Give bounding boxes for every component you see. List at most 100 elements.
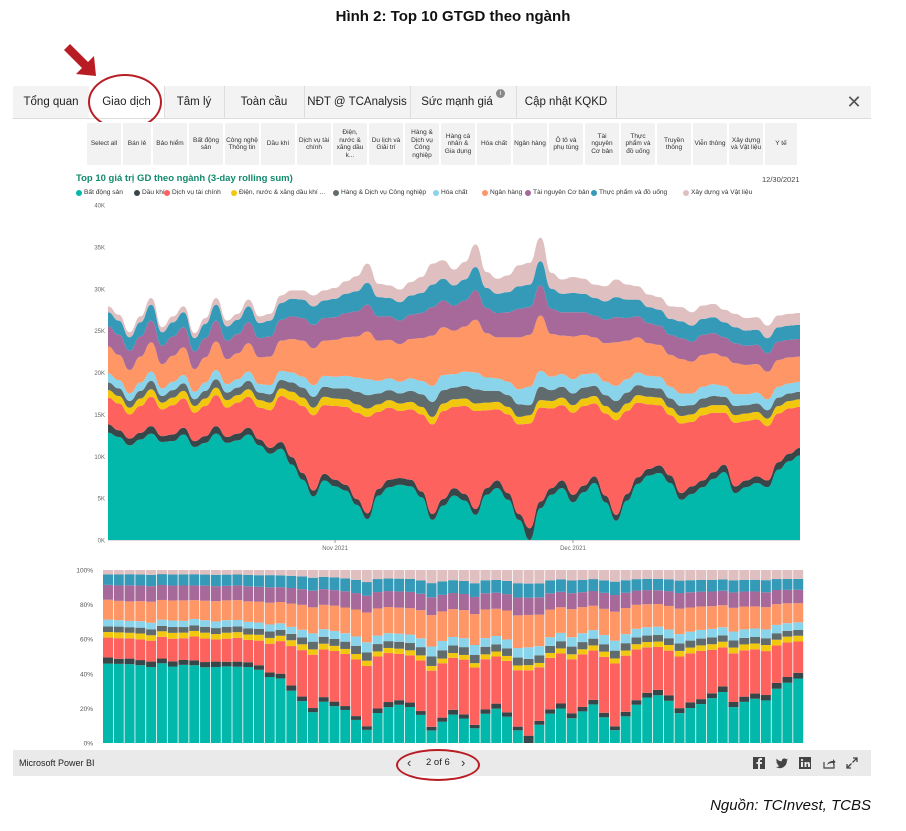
legend-dot-icon <box>683 189 689 196</box>
tab-cap-nhat-kqkd[interactable]: Cập nhật KQKD <box>516 86 617 118</box>
slicer-item[interactable]: Thực phẩm và đồ uống <box>620 122 656 166</box>
stacked-bar-segment <box>793 578 804 590</box>
facebook-icon[interactable] <box>752 756 766 770</box>
stacked-bar-segment <box>113 632 124 639</box>
stacked-bar-segment <box>156 631 167 637</box>
tab-ndt-tcanalysis[interactable]: NĐT @ TCAnalysis <box>304 86 411 118</box>
stacked-bar-segment <box>232 585 243 601</box>
stacked-bar-segment <box>653 626 663 636</box>
stacked-bar-segment <box>631 579 642 591</box>
stacked-bar-segment <box>232 619 243 627</box>
stacked-bar-segment <box>232 574 243 586</box>
stacked-bar-segment <box>340 653 351 707</box>
stacked-bar-segment <box>351 716 362 720</box>
stacked-bar-segment <box>728 570 739 581</box>
stacked-bar-segment <box>706 693 717 699</box>
stacked-bar-segment <box>717 579 728 591</box>
twitter-icon[interactable] <box>775 756 789 770</box>
stacked-bar-segment <box>264 602 275 625</box>
stacked-bar-segment <box>663 570 674 580</box>
slicer-item[interactable]: Hàng cá nhân & Gia dụng <box>440 122 476 166</box>
slicer-item[interactable]: Bán lẻ <box>122 122 152 166</box>
stacked-bar-segment <box>599 656 610 713</box>
legend-item[interactable]: Xây dựng và Vật liệu <box>683 189 752 196</box>
slicer-item[interactable]: Ngân hàng <box>512 122 548 166</box>
share-icon[interactable] <box>822 756 836 770</box>
slicer-item[interactable]: Xây dựng và Vật liệu <box>728 122 764 166</box>
slicer-item[interactable]: Tài nguyên Cơ bản <box>584 122 620 166</box>
slicer-item[interactable]: Truyền thông <box>656 122 692 166</box>
legend-item[interactable]: Bất động sản <box>76 189 123 196</box>
stacked-bar-segment <box>200 570 211 575</box>
stacked-bar-segment <box>404 578 415 592</box>
slicer-item[interactable]: Điện, nước & xăng dầu k... <box>332 122 368 166</box>
slicer-item[interactable]: Viễn thông <box>692 122 728 166</box>
stacked-bar-segment <box>286 690 297 743</box>
legend-item[interactable]: Ngân hàng <box>482 189 522 196</box>
linkedin-icon[interactable] <box>798 756 812 770</box>
stacked-bar-segment <box>706 579 717 592</box>
slicer-item[interactable]: Hàng & Dịch vụ Công nghiệp <box>404 122 440 166</box>
legend-item[interactable]: Tài nguyên Cơ bản <box>525 189 589 196</box>
stacked-bar-segment <box>631 590 642 605</box>
tab-giao-dich[interactable]: Giao dịch <box>89 86 165 118</box>
legend-item[interactable]: Thực phẩm và đồ uống <box>591 189 667 196</box>
stacked-bar-segment <box>351 659 362 717</box>
stacked-bar-segment <box>793 570 804 579</box>
stacked-bar-segment <box>771 639 782 646</box>
stacked-bar-segment <box>394 700 405 705</box>
stacked-bar-segment <box>146 640 157 662</box>
legend-item[interactable]: Hóa chất <box>433 189 467 196</box>
stacked-bar-segment <box>286 570 297 576</box>
area-series <box>108 395 800 529</box>
expand-icon[interactable] <box>845 756 859 770</box>
stacked-bar-segment <box>760 629 771 639</box>
legend-item[interactable]: Dịch vụ tài chính <box>164 189 221 196</box>
slicer-item[interactable]: Bất động sản <box>188 122 224 166</box>
stacked-bar-segment <box>275 570 286 576</box>
stacked-bar-segment <box>491 656 502 704</box>
slicer-item[interactable]: Select all <box>86 122 122 166</box>
tab-bar: Tổng quan Giao dịch Tâm lý Toàn cầu NĐT … <box>13 86 871 119</box>
stacked-bar-segment <box>566 718 577 743</box>
slicer-item[interactable]: Ô tô và phụ tùng <box>548 122 584 166</box>
stacked-bar-segment <box>318 697 329 702</box>
stacked-bar-segment <box>706 698 717 743</box>
slicer-item[interactable]: Du lịch và Giải trí <box>368 122 404 166</box>
stacked-bar-segment <box>286 575 297 588</box>
close-icon[interactable]: ✕ <box>846 92 862 112</box>
legend-item[interactable]: Hàng & Dịch vụ Công nghiệp <box>333 189 426 196</box>
stacked-bar-segment <box>275 635 286 642</box>
y-tick-label: 10K <box>94 455 105 461</box>
legend-label: Dầu khí <box>142 189 165 196</box>
stacked-bar-segment <box>307 590 318 608</box>
slicer-item[interactable]: Bảo hiểm <box>152 122 188 166</box>
stacked-bar-segment <box>264 587 275 603</box>
tab-suc-manh-gia[interactable]: Sức mạnh giái <box>410 86 517 118</box>
tab-toan-cau[interactable]: Toàn cầu <box>224 86 305 118</box>
stacked-bar-segment <box>297 629 308 638</box>
next-page-button[interactable]: › <box>461 755 466 770</box>
prev-page-button[interactable]: ‹ <box>407 755 412 770</box>
slicer-item[interactable]: Hóa chất <box>476 122 512 166</box>
stacked-bar-segment <box>383 578 394 592</box>
stacked-bar-segment <box>760 651 771 696</box>
slicer-item[interactable]: Y tế <box>764 122 798 166</box>
stacked-bar-segment <box>502 639 513 649</box>
stacked-bar-segment <box>415 711 426 715</box>
stacked-bar-segment <box>253 640 264 666</box>
slicer-item[interactable]: Dầu khí <box>260 122 296 166</box>
stacked-bar-segment <box>189 574 200 586</box>
slicer-item[interactable]: Dịch vụ tài chính <box>296 122 332 166</box>
stacked-bar-segment <box>372 635 383 645</box>
stacked-bar-segment <box>717 641 728 648</box>
stacked-bar-segment <box>124 638 135 659</box>
stacked-bar-segment <box>178 638 189 660</box>
tab-tam-ly[interactable]: Tâm lý <box>164 86 225 118</box>
legend-item[interactable]: Dầu khí <box>134 189 165 196</box>
legend-item[interactable]: Điện, nước & xăng dầu khí ... <box>231 189 325 196</box>
stacked-bar-segment <box>685 653 696 703</box>
stacked-bar-segment <box>588 699 599 705</box>
stacked-bar-segment <box>167 600 178 621</box>
slicer-item[interactable]: Công nghệ Thông tin <box>224 122 260 166</box>
